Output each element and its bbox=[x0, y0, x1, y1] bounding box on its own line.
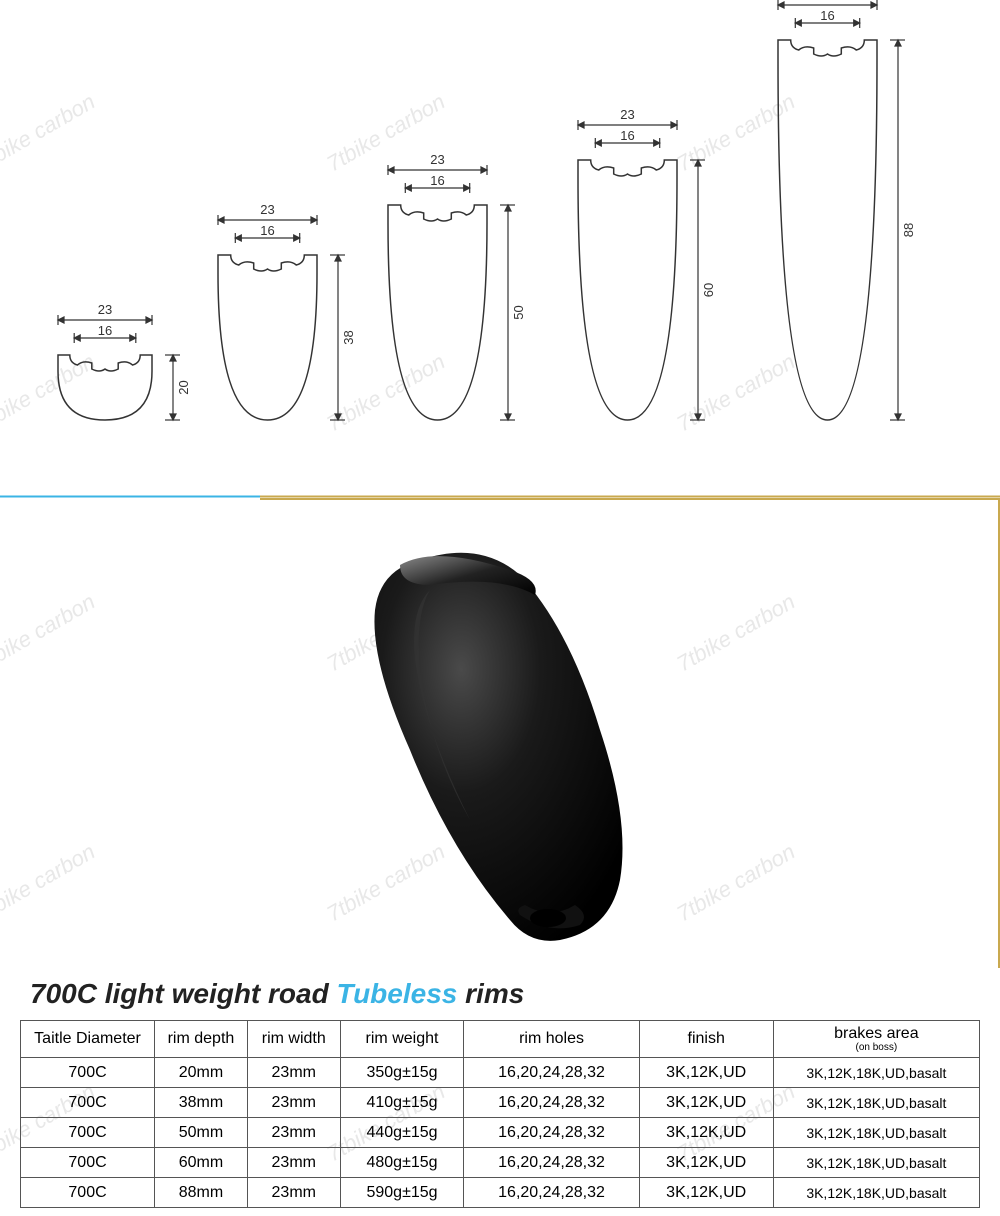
table-row: 700C20mm23mm350g±15g16,20,24,28,323K,12K… bbox=[21, 1058, 980, 1088]
table-cell: 3K,12K,UD bbox=[639, 1118, 773, 1148]
table-cell: 16,20,24,28,32 bbox=[464, 1178, 639, 1208]
table-cell: 16,20,24,28,32 bbox=[464, 1148, 639, 1178]
table-row: 700C88mm23mm590g±15g16,20,24,28,323K,12K… bbox=[21, 1178, 980, 1208]
rim-cross-section: 23 16 50 bbox=[380, 155, 545, 440]
table-cell: 3K,12K,18K,UD,basalt bbox=[773, 1088, 979, 1118]
table-cell: 3K,12K,18K,UD,basalt bbox=[773, 1058, 979, 1088]
rim-cross-section: 23 16 20 bbox=[50, 305, 210, 440]
table-cell: 16,20,24,28,32 bbox=[464, 1088, 639, 1118]
svg-text:20: 20 bbox=[176, 380, 191, 394]
svg-text:16: 16 bbox=[820, 8, 834, 23]
title-text-2: rims bbox=[465, 978, 524, 1009]
title-text-tubeless: Tubeless bbox=[336, 978, 465, 1009]
table-cell: 16,20,24,28,32 bbox=[464, 1118, 639, 1148]
svg-text:23: 23 bbox=[260, 205, 274, 217]
table-cell: 16,20,24,28,32 bbox=[464, 1058, 639, 1088]
table-cell: 23mm bbox=[247, 1088, 340, 1118]
svg-text:50: 50 bbox=[511, 305, 526, 319]
table-cell: 3K,12K,18K,UD,basalt bbox=[773, 1148, 979, 1178]
watermark-text: 7tbike carbon bbox=[0, 839, 100, 928]
table-cell: 480g±15g bbox=[340, 1148, 464, 1178]
product-photo bbox=[280, 520, 720, 960]
table-cell: 23mm bbox=[247, 1178, 340, 1208]
table-row: 700C50mm23mm440g±15g16,20,24,28,323K,12K… bbox=[21, 1118, 980, 1148]
watermark-text: 7tbike carbon bbox=[0, 589, 100, 678]
table-cell: 38mm bbox=[155, 1088, 248, 1118]
table-header: rim weight bbox=[340, 1021, 464, 1058]
table-cell: 23mm bbox=[247, 1148, 340, 1178]
table-row: 700C60mm23mm480g±15g16,20,24,28,323K,12K… bbox=[21, 1148, 980, 1178]
table-cell: 700C bbox=[21, 1088, 155, 1118]
rim-cross-section: 23 16 60 bbox=[570, 110, 735, 440]
rim-cross-section: 23 16 38 bbox=[210, 205, 375, 440]
table-cell: 3K,12K,UD bbox=[639, 1058, 773, 1088]
table-header: Taitle Diameter bbox=[21, 1021, 155, 1058]
table-cell: 700C bbox=[21, 1118, 155, 1148]
table-cell: 3K,12K,18K,UD,basalt bbox=[773, 1178, 979, 1208]
table-cell: 700C bbox=[21, 1058, 155, 1088]
svg-text:16: 16 bbox=[430, 173, 444, 188]
table-cell: 440g±15g bbox=[340, 1118, 464, 1148]
table-header: rim depth bbox=[155, 1021, 248, 1058]
rim-cross-section: 23 16 88 bbox=[770, 0, 935, 440]
svg-text:16: 16 bbox=[260, 223, 274, 238]
table-row: 700C38mm23mm410g±15g16,20,24,28,323K,12K… bbox=[21, 1088, 980, 1118]
title-text-1: 700C light weight road bbox=[30, 978, 336, 1009]
table-header-row: Taitle Diameterrim depthrim widthrim wei… bbox=[21, 1021, 980, 1058]
table-cell: 3K,12K,18K,UD,basalt bbox=[773, 1118, 979, 1148]
svg-text:88: 88 bbox=[901, 223, 916, 237]
table-cell: 700C bbox=[21, 1148, 155, 1178]
table-cell: 23mm bbox=[247, 1058, 340, 1088]
section-divider bbox=[0, 495, 1000, 498]
table-cell: 88mm bbox=[155, 1178, 248, 1208]
table-cell: 700C bbox=[21, 1178, 155, 1208]
svg-text:23: 23 bbox=[820, 0, 834, 2]
table-cell: 350g±15g bbox=[340, 1058, 464, 1088]
table-cell: 50mm bbox=[155, 1118, 248, 1148]
product-title: 700C light weight road Tubeless rims bbox=[30, 978, 524, 1010]
svg-text:23: 23 bbox=[98, 305, 112, 317]
svg-text:23: 23 bbox=[430, 155, 444, 167]
rim-diagrams: 23 16 20 23 16 38 bbox=[50, 30, 950, 460]
table-header: rim width bbox=[247, 1021, 340, 1058]
table-header: brakes area(on boss) bbox=[773, 1021, 979, 1058]
table-header: finish bbox=[639, 1021, 773, 1058]
svg-text:23: 23 bbox=[620, 110, 634, 122]
table-cell: 590g±15g bbox=[340, 1178, 464, 1208]
spec-table: Taitle Diameterrim depthrim widthrim wei… bbox=[20, 1020, 980, 1208]
table-cell: 3K,12K,UD bbox=[639, 1088, 773, 1118]
table-cell: 20mm bbox=[155, 1058, 248, 1088]
svg-text:16: 16 bbox=[98, 323, 112, 338]
svg-text:16: 16 bbox=[620, 128, 634, 143]
table-cell: 60mm bbox=[155, 1148, 248, 1178]
table-header: rim holes bbox=[464, 1021, 639, 1058]
svg-text:60: 60 bbox=[701, 283, 716, 297]
table-cell: 3K,12K,UD bbox=[639, 1148, 773, 1178]
table-cell: 23mm bbox=[247, 1118, 340, 1148]
svg-text:38: 38 bbox=[341, 330, 356, 344]
table-cell: 3K,12K,UD bbox=[639, 1178, 773, 1208]
table-cell: 410g±15g bbox=[340, 1088, 464, 1118]
